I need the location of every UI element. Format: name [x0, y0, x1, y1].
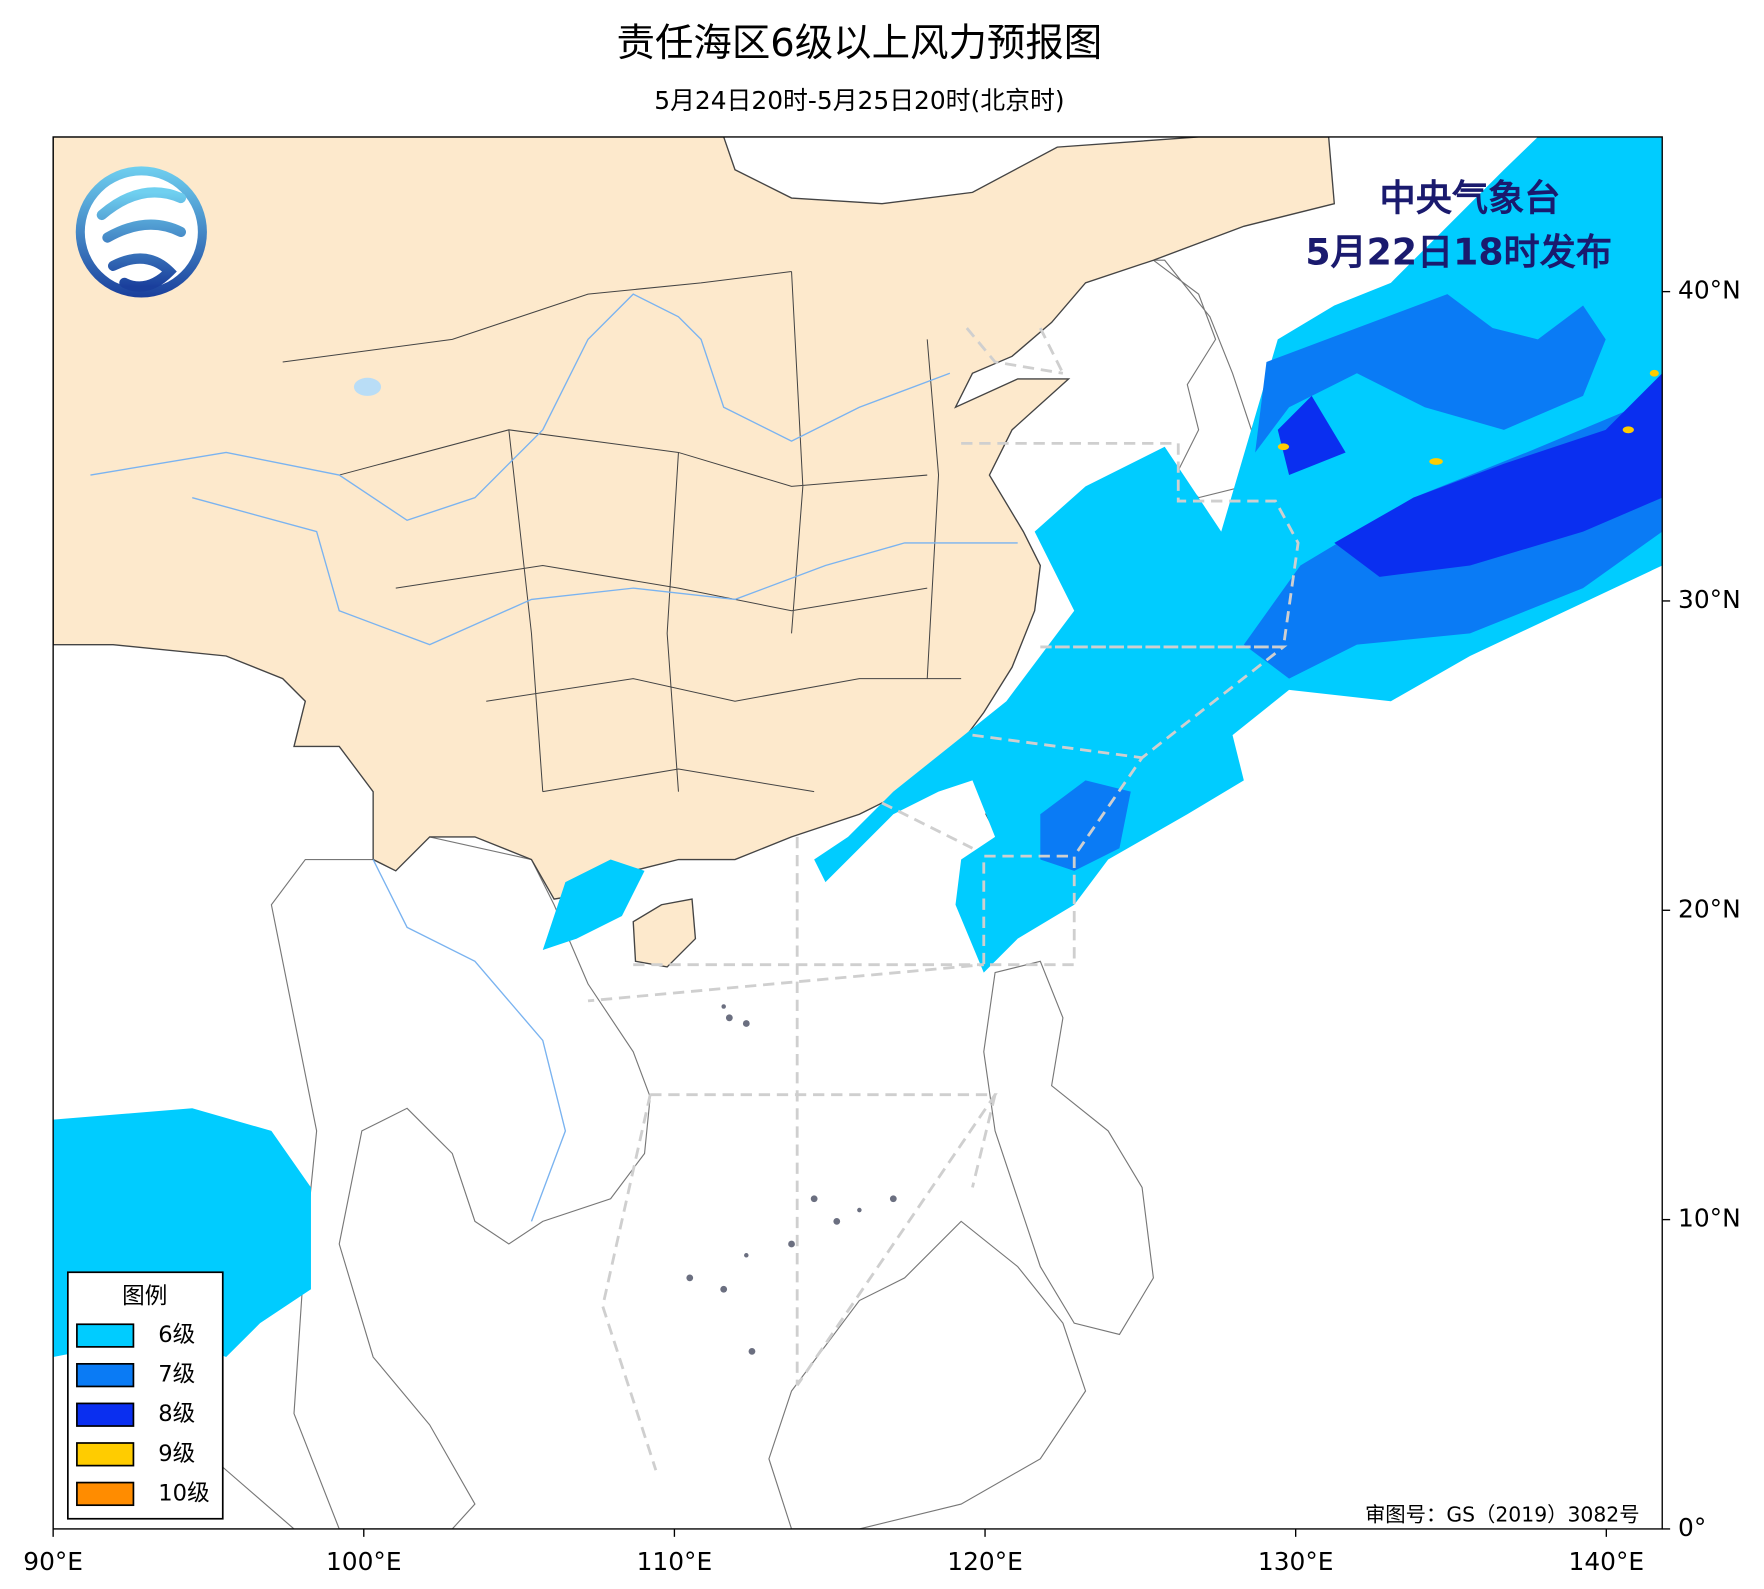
y-tick-label: 20°N — [1678, 894, 1741, 923]
legend-label: 7级 — [158, 1362, 195, 1388]
hainan — [632, 898, 697, 968]
x-tick-label: 120°E — [947, 1547, 1023, 1576]
legend-label: 9级 — [158, 1441, 195, 1467]
y-tick-label: 10°N — [1678, 1204, 1741, 1233]
legend-label: 6级 — [158, 1322, 195, 1348]
x-tick-label: 130°E — [1258, 1547, 1334, 1576]
sea-zone-lines — [587, 327, 1300, 1471]
y-tick-label: 40°N — [1678, 276, 1741, 305]
legend: 图例 6级 7级 8级 9级 10级 — [66, 1271, 224, 1520]
rivers — [90, 293, 1018, 1222]
logo — [75, 166, 207, 298]
x-tick-label: 110°E — [637, 1547, 713, 1576]
subtitle: 5月24日20时-5月25日20时(北京时) — [654, 86, 1064, 115]
x-tick-label: 100°E — [326, 1547, 402, 1576]
wind-area — [1334, 373, 1663, 577]
y-tick-label: 0° — [1678, 1513, 1706, 1542]
lake — [353, 377, 382, 396]
legend-box — [66, 1271, 224, 1520]
wind-area — [1277, 395, 1346, 476]
map-area — [53, 136, 1663, 1529]
legend-title: 图例 — [122, 1284, 167, 1310]
x-tick-label: 140°E — [1569, 1547, 1645, 1576]
province-borders — [282, 271, 962, 793]
legend-swatch — [76, 1481, 135, 1507]
islands — [686, 1004, 897, 1355]
borneo — [768, 1220, 1087, 1529]
wind-area — [1622, 426, 1634, 434]
wind-areas — [53, 136, 1663, 1358]
x-tick-label: 90°E — [23, 1547, 83, 1576]
legend-swatch — [76, 1402, 135, 1427]
legend-swatch — [76, 1442, 135, 1467]
legend-label: 8级 — [158, 1401, 195, 1427]
wind-area — [1429, 458, 1443, 465]
axes: 90°E 100°E 110°E 120°E 130°E 140°E 0° 10°N 20°N 3… — [23, 276, 1740, 1576]
china — [53, 136, 1336, 900]
legend-label: 10级 — [158, 1480, 209, 1506]
approval-number: 审图号：GS（2019）3082号 — [1365, 1502, 1640, 1526]
wind-area — [1649, 369, 1659, 377]
wind-area — [1255, 294, 1606, 453]
y-tick-label: 30°N — [1678, 585, 1741, 614]
issue-time: 5月22日18时发布 — [1305, 231, 1612, 274]
legend-swatch — [76, 1323, 135, 1348]
wind-area — [1277, 443, 1290, 451]
wind-area — [542, 859, 645, 950]
legend-swatch — [76, 1362, 135, 1388]
title: 责任海区6级以上风力预报图 — [617, 21, 1103, 66]
issuer-name: 中央气象台 — [1380, 176, 1561, 219]
plot-frame — [52, 136, 1663, 1530]
wind-area — [1040, 780, 1131, 871]
philippines — [983, 960, 1154, 1336]
